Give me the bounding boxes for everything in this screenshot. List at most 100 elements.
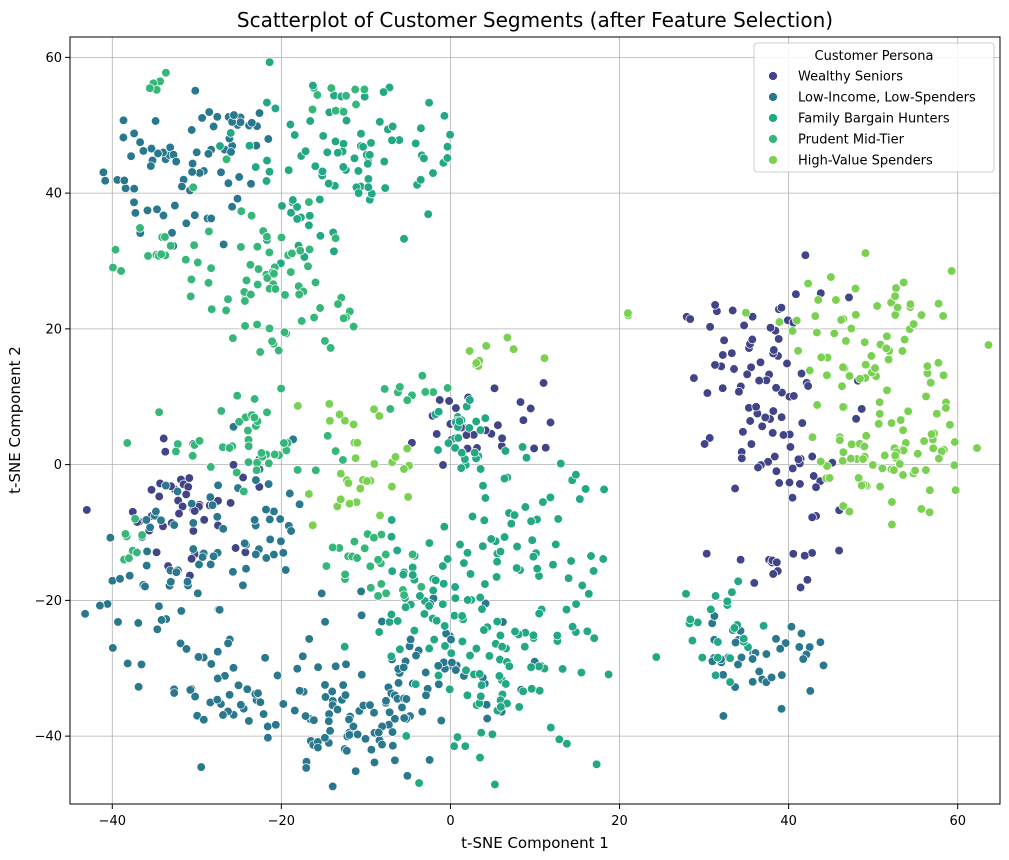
data-point: [304, 244, 315, 255]
data-point: [269, 506, 279, 517]
y-tick-label: 40: [45, 187, 62, 202]
data-points: [80, 57, 994, 792]
data-point: [239, 486, 249, 497]
data-point: [188, 544, 198, 554]
data-point: [206, 213, 216, 224]
data-point: [251, 549, 261, 560]
data-point: [322, 147, 332, 157]
data-point: [545, 492, 556, 503]
data-point: [851, 310, 861, 320]
data-point: [399, 662, 409, 673]
y-axis-label: t-SNE Component 2: [6, 346, 24, 494]
data-point: [351, 99, 361, 110]
data-point: [778, 430, 789, 440]
data-point: [213, 480, 223, 490]
data-point: [238, 472, 248, 483]
data-point: [199, 515, 209, 525]
data-point: [246, 179, 256, 189]
data-point: [330, 446, 341, 456]
data-point: [206, 559, 216, 570]
data-point: [381, 696, 391, 706]
data-point: [822, 461, 832, 471]
data-point: [685, 614, 695, 625]
data-point: [796, 628, 807, 639]
y-tick-label: 60: [45, 51, 62, 66]
data-point: [256, 448, 267, 458]
data-point: [932, 409, 942, 419]
data-point: [154, 601, 164, 611]
data-point: [464, 346, 475, 356]
data-point: [232, 467, 242, 478]
data-point: [421, 667, 431, 678]
data-point: [313, 662, 323, 672]
data-point: [146, 485, 157, 495]
data-point: [142, 546, 152, 557]
data-point: [926, 429, 937, 439]
data-point: [311, 465, 321, 475]
data-point: [916, 310, 927, 320]
data-point: [465, 650, 475, 661]
data-point: [916, 504, 926, 514]
legend-title: Customer Persona: [815, 49, 934, 64]
data-point: [733, 659, 743, 670]
data-point: [193, 257, 203, 268]
data-point: [725, 653, 735, 663]
data-point: [518, 415, 529, 425]
data-point: [858, 454, 868, 464]
data-point: [154, 491, 164, 502]
data-point: [227, 202, 237, 212]
data-point: [342, 746, 352, 756]
data-point: [242, 684, 252, 694]
data-point: [215, 141, 225, 151]
data-point: [416, 175, 426, 185]
data-point: [381, 588, 391, 598]
data-point: [548, 560, 558, 570]
data-point: [216, 167, 226, 177]
data-point: [846, 453, 856, 464]
data-point: [172, 486, 183, 497]
data-point: [141, 515, 152, 525]
data-point: [861, 431, 871, 441]
data-point: [108, 643, 118, 653]
data-point: [475, 425, 486, 435]
data-point: [240, 296, 250, 306]
data-point: [761, 649, 772, 659]
data-point: [475, 592, 485, 603]
data-point: [207, 500, 218, 510]
data-point: [810, 311, 820, 321]
data-point: [234, 172, 244, 182]
data-point: [236, 700, 246, 710]
y-tick-label: 0: [54, 458, 62, 473]
data-point: [307, 104, 318, 115]
data-point: [338, 139, 349, 149]
data-point: [385, 404, 395, 414]
data-point: [390, 755, 400, 765]
data-point: [348, 721, 359, 732]
data-point: [325, 343, 336, 353]
data-point: [951, 485, 961, 495]
data-point: [285, 119, 296, 130]
data-point: [431, 575, 441, 585]
data-point: [264, 167, 275, 177]
data-point: [338, 107, 349, 117]
data-point: [343, 478, 354, 488]
data-point: [420, 387, 430, 397]
data-point: [224, 690, 235, 700]
data-point: [116, 266, 126, 276]
data-point: [464, 423, 474, 433]
data-point: [766, 672, 777, 683]
data-point: [477, 604, 487, 614]
data-point: [156, 249, 166, 259]
data-point: [482, 713, 492, 724]
data-point: [755, 357, 766, 367]
data-point: [363, 174, 374, 184]
data-point: [584, 589, 594, 599]
data-point: [158, 210, 169, 221]
data-point: [240, 321, 250, 331]
data-point: [360, 734, 371, 744]
data-point: [798, 654, 808, 664]
data-point: [262, 273, 272, 283]
data-point: [471, 358, 481, 368]
data-point: [415, 591, 425, 601]
data-point: [495, 630, 506, 641]
